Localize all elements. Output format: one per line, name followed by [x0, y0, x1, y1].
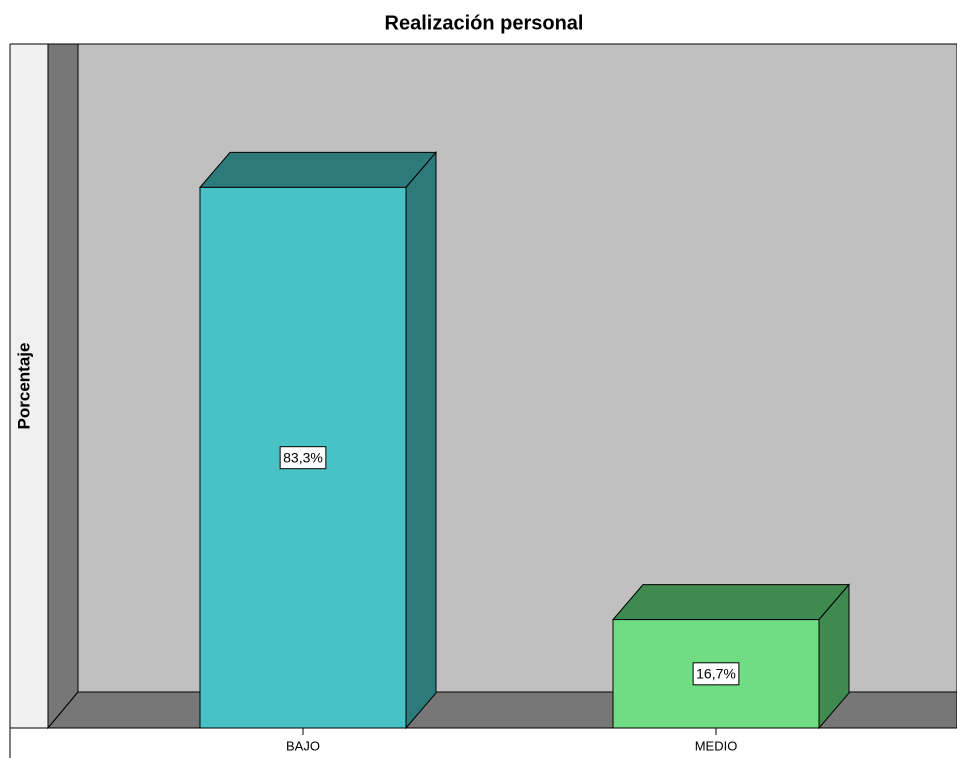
bar-top	[611, 584, 851, 621]
value-label-box	[279, 446, 327, 470]
value-label-box	[692, 662, 740, 686]
y-axis-label: Porcentaje	[14, 343, 33, 430]
x-tick-label: BAJO	[286, 738, 320, 753]
side-wall	[47, 43, 79, 730]
x-tick-label: MEDIO	[695, 738, 738, 753]
bar-side	[405, 151, 437, 730]
bar-top	[198, 151, 438, 188]
value-label: 83,3%	[283, 449, 323, 465]
chart-title: Realización personal	[385, 12, 584, 34]
value-label: 16,7%	[696, 666, 736, 682]
